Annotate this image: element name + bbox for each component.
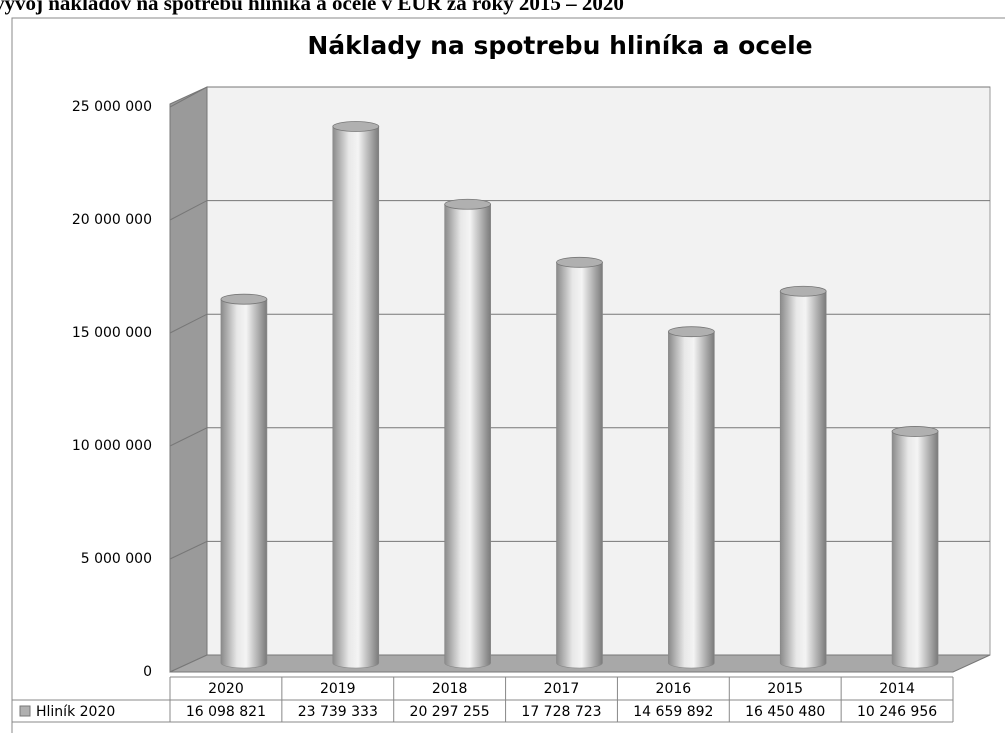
table-value: 23 739 333 bbox=[298, 704, 378, 720]
table-value: 20 297 255 bbox=[410, 704, 490, 720]
grid-line bbox=[169, 86, 990, 108]
bar-top bbox=[444, 198, 492, 210]
bar-top bbox=[779, 285, 827, 297]
bar bbox=[779, 290, 827, 669]
grid-line bbox=[169, 427, 990, 447]
side-wall bbox=[169, 86, 208, 673]
chart-frame bbox=[11, 17, 1005, 733]
bar-top bbox=[220, 293, 268, 305]
bar bbox=[556, 262, 603, 669]
x-tick-label: 2015 bbox=[767, 681, 803, 697]
table-value: 16 450 480 bbox=[745, 704, 825, 720]
bar-top bbox=[332, 121, 380, 132]
bar-top bbox=[667, 326, 715, 338]
bar bbox=[444, 203, 491, 669]
table-value: 16 098 821 bbox=[186, 704, 266, 720]
y-tick-label: 0 bbox=[143, 664, 152, 680]
x-tick-label: 2014 bbox=[879, 681, 915, 697]
x-tick-label: 2018 bbox=[432, 681, 468, 697]
y-tick-label: 5 000 000 bbox=[81, 551, 152, 567]
table-value: 10 246 956 bbox=[857, 704, 937, 720]
bar bbox=[668, 331, 715, 669]
bar-top bbox=[556, 256, 603, 268]
x-tick-label: 2017 bbox=[544, 681, 580, 697]
chart-title: Náklady na spotrebu hliníka a ocele bbox=[307, 31, 812, 60]
grid-line bbox=[169, 313, 990, 334]
data-table: Hliník 2020 2020 16 098 821 2019 23 739 333… bbox=[11, 676, 954, 723]
x-tick-label: 2020 bbox=[208, 681, 244, 697]
page-heading: vývoj nákladov na spotrebu hliníka a oce… bbox=[0, 0, 624, 15]
bar bbox=[332, 126, 380, 669]
y-tick-label: 10 000 000 bbox=[72, 438, 152, 454]
bar bbox=[220, 298, 268, 669]
x-tick-label: 2019 bbox=[320, 681, 356, 697]
x-tick-label: 2016 bbox=[656, 681, 692, 697]
bar-top bbox=[891, 426, 939, 437]
grid-line bbox=[169, 540, 990, 560]
table-value: 14 659 892 bbox=[633, 704, 713, 720]
y-tick-label: 20 000 000 bbox=[72, 212, 152, 228]
grid-line bbox=[169, 200, 990, 221]
y-tick-label: 25 000 000 bbox=[72, 99, 152, 115]
bar bbox=[891, 431, 939, 669]
y-tick-label: 15 000 000 bbox=[72, 325, 152, 341]
legend-label: Hliník 2020 bbox=[36, 704, 115, 720]
table-value: 17 728 723 bbox=[521, 704, 601, 720]
legend-swatch bbox=[19, 705, 31, 717]
